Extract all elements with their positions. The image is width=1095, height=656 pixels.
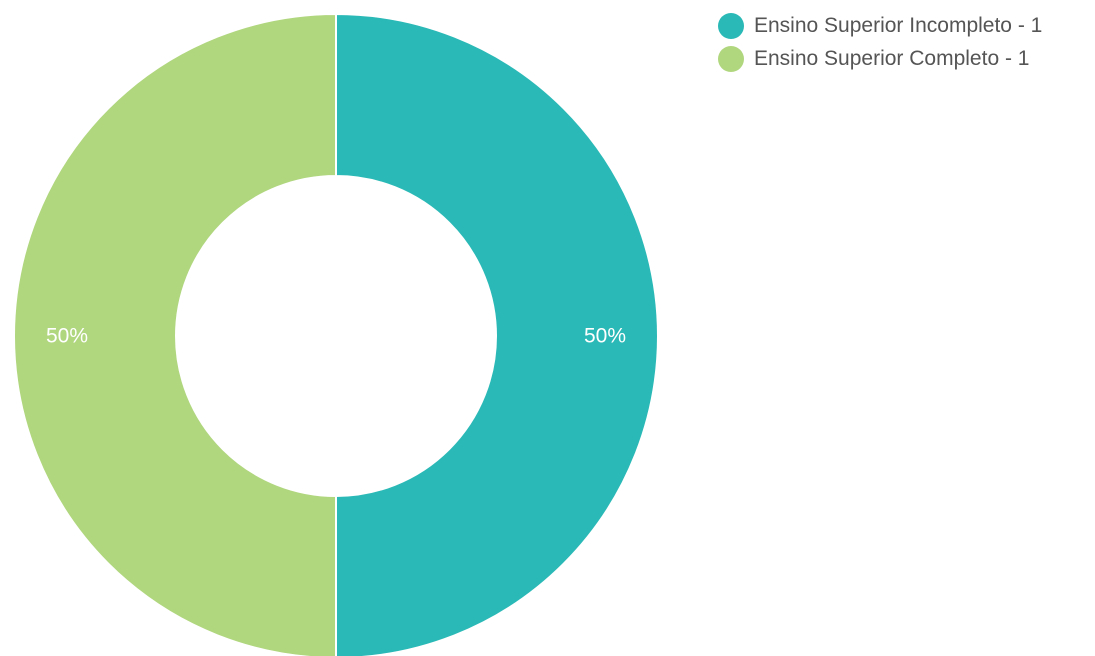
donut-chart: 50% 50% bbox=[13, 12, 659, 656]
legend-swatch-completo bbox=[718, 46, 744, 72]
legend-label-completo: Ensino Superior Completo - 1 bbox=[754, 47, 1030, 70]
legend-label-incompleto: Ensino Superior Incompleto - 1 bbox=[754, 14, 1043, 37]
legend-item-completo[interactable]: Ensino Superior Completo - 1 bbox=[718, 45, 1094, 72]
slice-percent-label-0: 50% bbox=[584, 325, 626, 348]
legend-swatch-incompleto bbox=[718, 13, 744, 39]
donut-slice-0[interactable] bbox=[335, 12, 659, 656]
donut-chart-svg: 50% 50% bbox=[13, 12, 659, 656]
chart-legend: Ensino Superior Incompleto - 1 Ensino Su… bbox=[718, 12, 1093, 78]
legend-item-incompleto[interactable]: Ensino Superior Incompleto - 1 bbox=[718, 12, 1094, 39]
donut-slice-1[interactable] bbox=[13, 12, 337, 656]
slice-percent-label-1: 50% bbox=[46, 325, 88, 348]
